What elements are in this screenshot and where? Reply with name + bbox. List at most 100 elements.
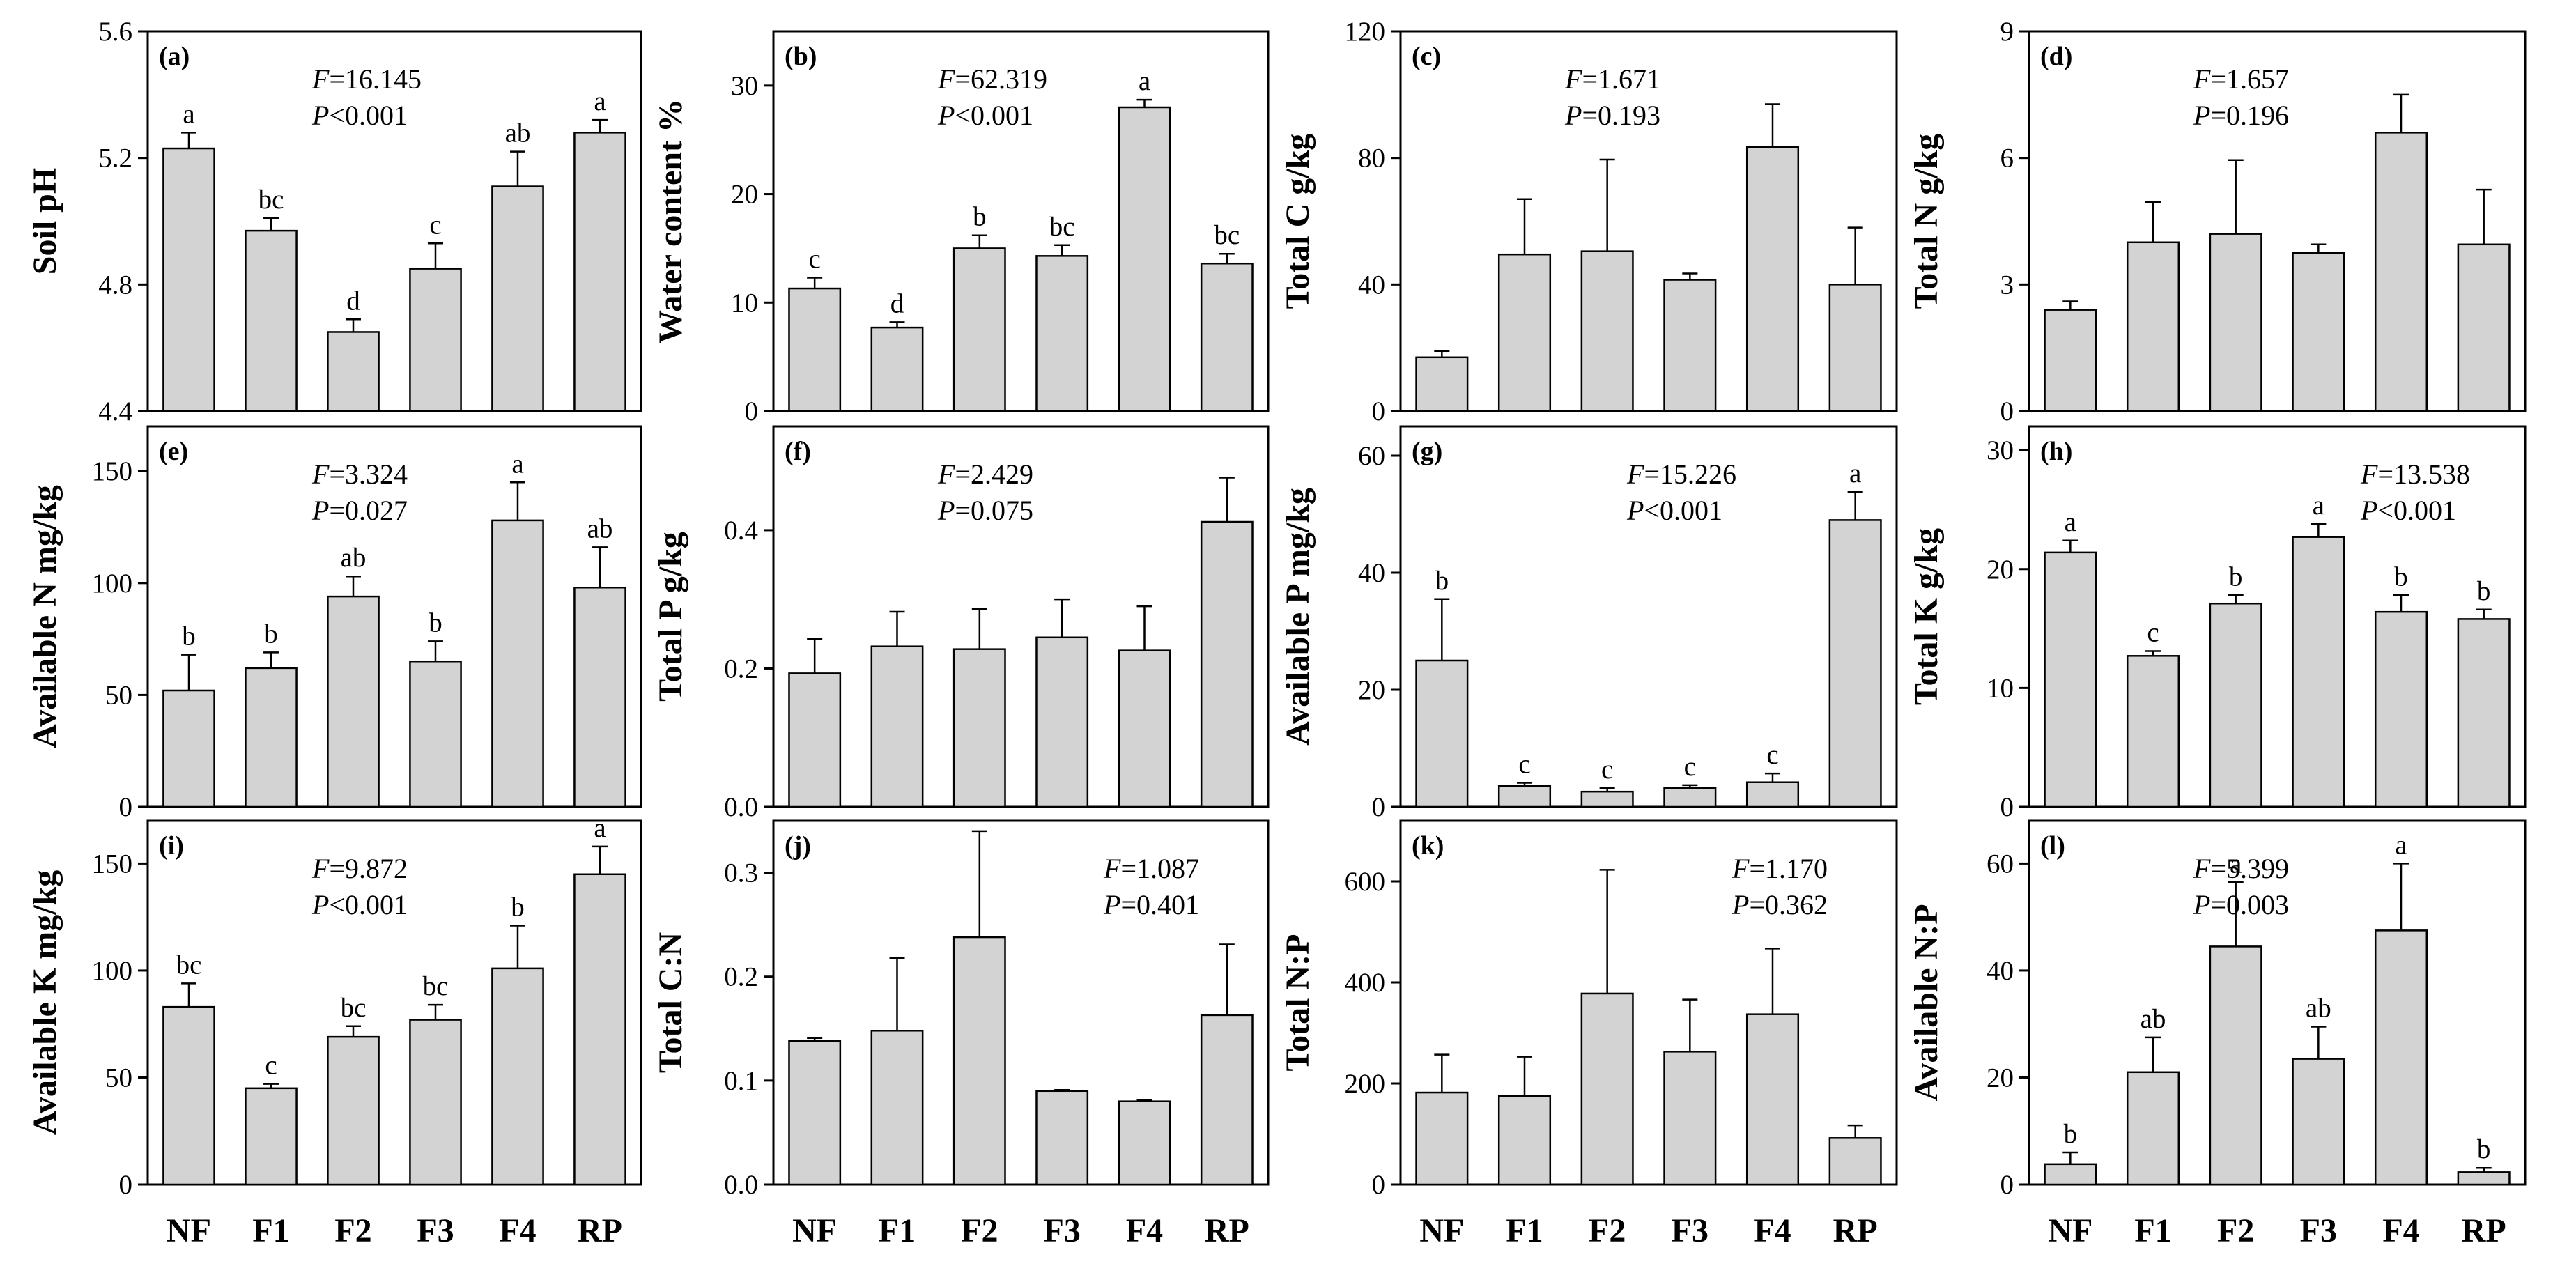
bar-f1 (870, 326, 924, 412)
significance-letter: b (429, 608, 442, 638)
y-tick-label: 150 (92, 849, 133, 879)
y-tick-label: 0.2 (724, 962, 758, 992)
x-tick-label-f1: F1 (2134, 1212, 2171, 1249)
bar-rp (1200, 1014, 1254, 1186)
stat-p: P=0.027 (311, 495, 408, 526)
panel-h: 0 10 20 30 Total K g/kg (h) a c b a b b F=13.538 P<0.… (1908, 425, 2527, 822)
y-tick-label: 4.8 (98, 270, 132, 300)
bar-nf (1415, 1091, 1469, 1186)
bar-rp (573, 586, 626, 808)
y-tick-label: 40 (1987, 956, 2014, 986)
x-tick-label-f2: F2 (334, 1212, 371, 1249)
stat-p: P=0.003 (2193, 889, 2289, 920)
bar-f4 (1118, 1100, 1171, 1186)
bar-f4 (2374, 929, 2428, 1186)
significance-letter: c (1684, 752, 1696, 782)
stat-f: F=15.226 (1626, 458, 1736, 490)
significance-letter: bc (423, 971, 449, 1001)
bar-f2 (1580, 250, 1634, 412)
stat-p: P<0.001 (2360, 495, 2456, 526)
y-tick-label: 60 (1987, 849, 2014, 879)
bar-f3 (409, 268, 462, 412)
significance-letter: b (264, 619, 278, 649)
x-tick-label-f4: F4 (1754, 1212, 1791, 1249)
y-tick-label: 20 (731, 180, 758, 210)
stat-f: F=1.671 (1564, 63, 1660, 95)
panel-i: 0 50 100 150 Available K mg/kg (i) bc c bc bc b a F=… (26, 813, 642, 1249)
bar-f1 (245, 1087, 298, 1186)
x-tick-label-f2: F2 (1589, 1212, 1626, 1249)
bar-nf (788, 672, 842, 808)
significance-letter: a (511, 449, 523, 479)
significance-letter: b (1435, 566, 1449, 596)
plot-frame (2028, 425, 2527, 808)
stat-f: F=3.324 (311, 458, 408, 490)
bar-f3 (2292, 1058, 2345, 1186)
y-tick-label: 5.6 (98, 17, 132, 47)
bar-nf (2044, 551, 2097, 808)
plot-frame (2028, 30, 2527, 412)
plot-frame (1399, 819, 1898, 1186)
significance-letter: bc (259, 185, 284, 215)
bar-f1 (245, 667, 298, 808)
y-tick-label: 0.0 (724, 792, 758, 822)
significance-letter: c (809, 244, 821, 274)
bar-f3 (1663, 1051, 1717, 1186)
stat-f: F=9.872 (311, 853, 408, 884)
y-axis-label: Soil pH (26, 168, 63, 275)
significance-letter: a (1139, 66, 1150, 96)
y-tick-label: 20 (1358, 675, 1385, 705)
y-tick-label: 120 (1345, 17, 1386, 47)
panel-label: (l) (2040, 831, 2065, 860)
bar-rp (2457, 1171, 2511, 1186)
plot-frame (146, 30, 642, 412)
panel-label: (e) (159, 437, 188, 466)
significance-letter: a (594, 86, 606, 116)
y-tick-label: 20 (1987, 1063, 2014, 1093)
y-tick-label: 80 (1358, 144, 1385, 173)
bar-rp (2457, 618, 2511, 808)
y-tick-label: 100 (92, 569, 133, 599)
significance-letter: a (1849, 458, 1861, 488)
significance-letter: b (511, 892, 525, 922)
bar-f4 (1118, 106, 1171, 412)
y-tick-label: 50 (105, 680, 132, 710)
y-axis-label: Total K g/kg (1908, 528, 1945, 705)
bar-nf (788, 287, 842, 412)
plot-frame (146, 819, 642, 1186)
panel-label: (j) (785, 831, 811, 860)
x-tick-label-f4: F4 (2382, 1212, 2419, 1249)
x-tick-label-f2: F2 (961, 1212, 998, 1249)
y-tick-label: 5.2 (98, 144, 132, 173)
bar-f2 (952, 247, 1006, 412)
bar-rp (1828, 284, 1882, 412)
bar-rp (2457, 243, 2511, 412)
significance-letter: a (594, 813, 606, 843)
bar-f3 (409, 660, 462, 808)
significance-letter: b (182, 622, 196, 651)
significance-letter: d (890, 288, 904, 318)
bar-f1 (1497, 253, 1552, 412)
significance-letter: b (973, 202, 987, 232)
bar-f4 (2374, 132, 2428, 412)
bar-nf (788, 1040, 842, 1186)
bar-f3 (1035, 1090, 1089, 1186)
significance-letter: ab (587, 514, 613, 543)
bar-f3 (1035, 636, 1089, 808)
x-tick-label-f2: F2 (2217, 1212, 2254, 1249)
significance-letter: b (2477, 1134, 2491, 1164)
significance-letter: c (429, 210, 441, 240)
stat-f: F=13.538 (2360, 458, 2470, 490)
x-tick-label-nf: NF (1419, 1212, 1464, 1249)
y-axis-label: Available N:P (1908, 904, 1945, 1101)
plot-frame (1399, 425, 1898, 808)
stat-p: P<0.001 (311, 100, 408, 131)
y-axis-label: Water content % (652, 99, 689, 343)
x-tick-label-f3: F3 (1044, 1212, 1081, 1249)
bar-f4 (1745, 1013, 1800, 1186)
y-axis-label: Total N:P (1279, 934, 1316, 1072)
bar-nf (2044, 1163, 2097, 1186)
stat-p: P<0.001 (311, 889, 408, 920)
y-tick-label: 0.3 (724, 858, 758, 888)
